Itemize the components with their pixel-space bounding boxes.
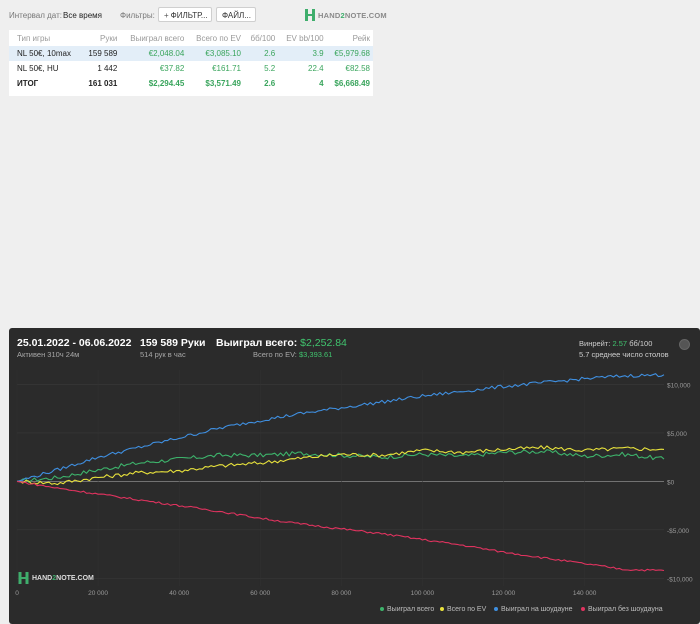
cell-ev-total: $3,571.49 bbox=[205, 79, 241, 88]
col-header-ev-total[interactable]: Всего по EV bbox=[196, 33, 241, 43]
x-tick-label: 60 000 bbox=[250, 590, 270, 597]
table-row[interactable]: NL 50€, HU 1 442 €37.82 €161.71 5.2 22.4… bbox=[9, 61, 373, 76]
legend-item-total[interactable]: Выиграл всего bbox=[380, 606, 434, 613]
series-line-ev bbox=[16, 445, 665, 486]
profit-chart: $10,000 $5,000 $0 -$5,000 -$10,000 0 20 000 40 … bbox=[15, 370, 693, 597]
cell-game-type: ИТОГ bbox=[17, 79, 39, 88]
stats-table-container: Тип игры Руки Выиграл всего Всего по EV … bbox=[9, 30, 373, 96]
legend-dot-icon bbox=[440, 607, 444, 612]
table-header-row: Тип игры Руки Выиграл всего Всего по EV … bbox=[9, 30, 373, 46]
stats-table: Тип игры Руки Выиграл всего Всего по EV … bbox=[9, 30, 373, 91]
date-range: 25.01.2022 - 06.06.2022 bbox=[17, 337, 132, 349]
brand-name: HAND2NOTE.COM bbox=[318, 10, 387, 20]
watermark-text: HAND2NOTE.COM bbox=[32, 574, 94, 582]
legend-dot-icon bbox=[494, 607, 498, 612]
col-header-ev-bb100[interactable]: EV bb/100 bbox=[286, 33, 324, 43]
date-interval-label: Интервал дат: bbox=[9, 11, 62, 20]
filter-button[interactable]: + ФИЛЬТР... bbox=[158, 7, 212, 22]
winrate-unit: бб/100 bbox=[629, 339, 653, 348]
cell-won-total: €2,048.04 bbox=[120, 46, 188, 61]
won-total: Выиграл всего: $2,252.84 bbox=[216, 337, 347, 349]
winrate-label: Винрейт: bbox=[579, 339, 611, 348]
cell-hands: 161 031 bbox=[88, 79, 118, 88]
ev-total: Всего по EV: $3,393.61 bbox=[253, 350, 332, 359]
x-tick-label: 40 000 bbox=[169, 590, 189, 597]
cell-hands: 1 442 bbox=[97, 64, 118, 73]
ev-total-value: $3,393.61 bbox=[298, 350, 333, 359]
graph-panel: 25.01.2022 - 06.06.2022 Активен 310ч 24м… bbox=[9, 328, 700, 624]
cell-bb100: 2.6 bbox=[264, 79, 276, 88]
legend-dot-icon bbox=[581, 607, 585, 612]
table-row[interactable]: NL 50€, 10max 159 589 €2,048.04 €3,085.1… bbox=[9, 46, 373, 61]
cell-ev-bb100: 4 bbox=[319, 79, 324, 88]
col-header-game-type[interactable]: Тип игры bbox=[17, 33, 51, 43]
legend-dot-icon bbox=[380, 607, 384, 612]
filter-bar: Интервал дат: Все время Фильтры: + ФИЛЬТР… bbox=[0, 0, 700, 30]
x-tick-label: 100 000 bbox=[411, 590, 435, 597]
col-header-bb100[interactable]: бб/100 bbox=[250, 33, 276, 43]
y-tick-label: $10,000 bbox=[667, 383, 691, 390]
cell-game-type: NL 50€, HU bbox=[17, 64, 59, 73]
col-header-won-total[interactable]: Выиграл всего bbox=[130, 33, 185, 43]
legend-item-non-showdown[interactable]: Выиграл без шоудауна bbox=[581, 606, 663, 613]
cell-ev-bb100: 22.4 bbox=[308, 64, 324, 73]
series-line-total bbox=[16, 449, 665, 483]
plus-icon: + bbox=[164, 11, 169, 20]
y-tick-label: -$5,000 bbox=[667, 528, 689, 535]
filter-button-label: ФИЛЬТР... bbox=[170, 11, 208, 20]
table-total-row: ИТОГ 161 031 $2,294.45 $3,571.49 2.6 4 $… bbox=[9, 76, 373, 91]
legend-item-showdown[interactable]: Выиграл на шоудауне bbox=[494, 606, 573, 613]
cell-game-type: NL 50€, 10max bbox=[9, 46, 82, 61]
filters-label: Фильтры: bbox=[120, 11, 155, 20]
won-total-value: $2,252.84 bbox=[300, 337, 347, 349]
date-interval-select[interactable]: Все время bbox=[63, 11, 102, 20]
cell-rake: $6,668.49 bbox=[334, 79, 370, 88]
hands-per-hour: 514 рук в час bbox=[140, 350, 186, 359]
x-tick-label: 140 000 bbox=[573, 590, 597, 597]
cell-ev-total: €161.71 bbox=[212, 64, 241, 73]
brand-logo: HAND2NOTE.COM bbox=[305, 8, 387, 22]
legend-item-ev[interactable]: Всего по EV bbox=[440, 606, 486, 613]
chart-watermark: HAND2NOTE.COM bbox=[18, 572, 94, 584]
cell-won-total: $2,294.45 bbox=[148, 79, 185, 88]
series-line-showdown bbox=[16, 373, 665, 482]
active-time: Активен 310ч 24м bbox=[17, 350, 80, 359]
cell-ev-total: €3,085.10 bbox=[187, 46, 244, 61]
x-tick-label: 80 000 bbox=[331, 590, 351, 597]
hand2note-logo-icon bbox=[305, 9, 315, 21]
hand2note-logo-icon bbox=[18, 572, 29, 584]
col-header-hands[interactable]: Руки bbox=[100, 33, 118, 43]
series-line-non_showdown bbox=[16, 480, 665, 572]
col-header-rake[interactable]: Рейк bbox=[352, 33, 370, 43]
y-tick-label: -$10,000 bbox=[667, 576, 693, 583]
x-tick-label: 0 bbox=[15, 590, 19, 597]
ev-total-label: Всего по EV: bbox=[253, 350, 297, 359]
cell-ev-bb100: 3.9 bbox=[278, 46, 327, 61]
cell-rake: €5,979.68 bbox=[326, 46, 373, 61]
file-button[interactable]: ФАЙЛ... bbox=[216, 7, 256, 22]
x-tick-label: 120 000 bbox=[492, 590, 516, 597]
hands-count: 159 589 Руки bbox=[140, 337, 206, 349]
cell-bb100: 5.2 bbox=[264, 64, 276, 73]
cell-rake: €82.58 bbox=[345, 64, 370, 73]
settings-icon[interactable] bbox=[679, 339, 690, 350]
cell-hands: 159 589 bbox=[81, 46, 121, 61]
x-tick-label: 20 000 bbox=[88, 590, 108, 597]
winrate-value: 2.57 bbox=[612, 339, 628, 348]
winrate: Винрейт: 2.57 бб/100 bbox=[579, 339, 652, 348]
file-button-label: ФАЙЛ... bbox=[222, 11, 251, 20]
cell-won-total: €37.82 bbox=[159, 64, 185, 73]
y-tick-label: $5,000 bbox=[667, 431, 687, 438]
cell-bb100: 2.6 bbox=[244, 46, 279, 61]
avg-tables: 5.7 среднее число столов bbox=[579, 350, 669, 359]
won-total-label: Выиграл всего: bbox=[216, 337, 298, 349]
y-tick-label: $0 bbox=[667, 479, 675, 486]
